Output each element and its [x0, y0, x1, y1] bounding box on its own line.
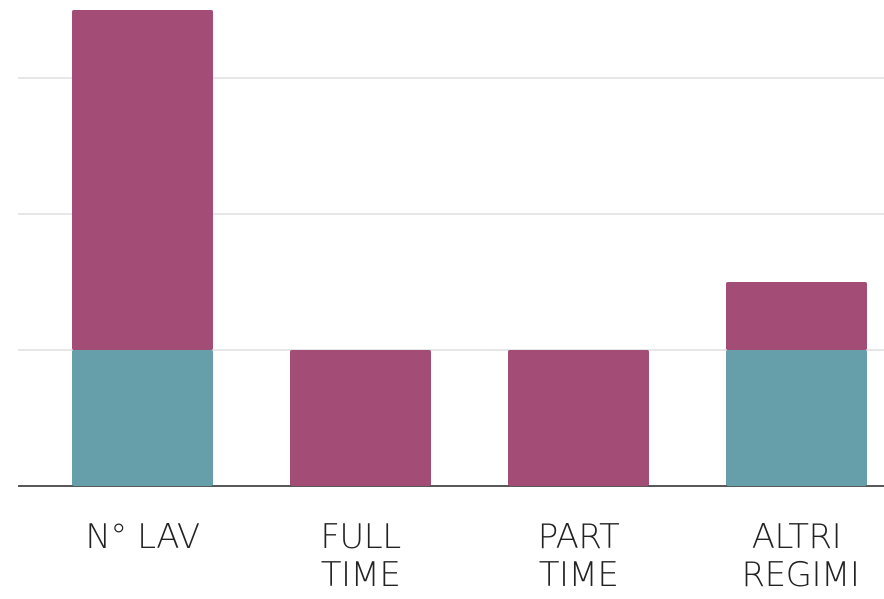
bar-segment [290, 350, 431, 486]
x-tick-label: PART TIME [537, 517, 620, 595]
bar-segment [726, 350, 867, 486]
bar-segment [508, 350, 649, 486]
x-tick-label: FULL TIME [320, 517, 401, 595]
bar-segment [726, 282, 867, 350]
bar-segment [72, 10, 213, 350]
x-tick-label: N° LAV [85, 517, 200, 557]
bar-segment [72, 350, 213, 486]
x-tick-label: ALTRI REGIMI [741, 517, 860, 595]
